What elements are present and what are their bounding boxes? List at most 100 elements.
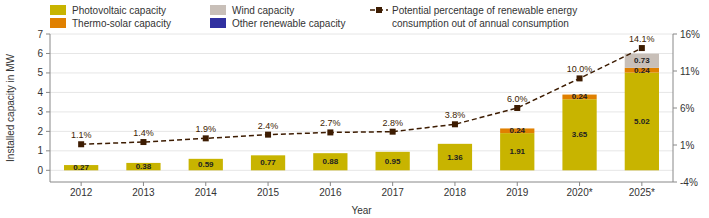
y-tick	[46, 131, 50, 132]
y2-tick-label: 16%	[680, 29, 700, 40]
bar	[438, 143, 472, 144]
x-tick-label: 2017	[382, 187, 405, 198]
legend-swatch	[376, 7, 382, 13]
y-tick	[46, 150, 50, 151]
y-tick-label: 7	[37, 29, 43, 40]
x-tick-label: 2013	[132, 187, 155, 198]
x-tick-label: 2015	[257, 187, 280, 198]
y2-tick-label: 11%	[680, 66, 699, 77]
legend-swatch	[50, 5, 66, 15]
legend-label-line: Wind capacity	[232, 5, 294, 16]
bar	[376, 151, 410, 152]
marker	[639, 45, 645, 51]
y-tick	[46, 170, 50, 171]
bar	[251, 155, 285, 170]
y-tick	[46, 111, 50, 112]
data-label: 0.88	[323, 157, 339, 166]
data-label: 0.24	[634, 66, 650, 75]
data-label: 0.38	[136, 162, 152, 171]
bar-series	[64, 73, 659, 171]
x-tick	[81, 182, 82, 186]
bar	[625, 73, 659, 171]
bar	[562, 99, 596, 170]
marker	[140, 139, 146, 145]
legend-swatch	[50, 18, 66, 28]
bar	[251, 155, 285, 156]
y2-tick	[673, 145, 677, 146]
bar	[376, 151, 410, 152]
y-tick-label: 4	[37, 87, 43, 98]
x-tick	[641, 182, 642, 186]
bar	[438, 143, 472, 144]
x-tick	[454, 182, 455, 186]
legend-label-line: Photovoltaic capacity	[72, 5, 166, 16]
grid-line	[50, 53, 673, 54]
grid	[50, 34, 673, 170]
y2-tick	[673, 108, 677, 109]
bar	[438, 143, 472, 144]
data-label: 0.24	[509, 126, 525, 135]
marker	[78, 141, 84, 147]
chart: 1.1%1.4%1.9%2.4%2.7%2.8%3.8%6.0%10.0%14.…	[0, 0, 709, 218]
data-label: 0.77	[260, 158, 276, 167]
data-label: 0.95	[385, 157, 401, 166]
y2-tick-label: -4%	[680, 177, 698, 188]
y-tick	[46, 72, 50, 73]
y-tick-label: 3	[37, 106, 43, 117]
y2-tick-label: 6%	[680, 103, 695, 114]
data-label: 3.8%	[445, 110, 466, 120]
legend-label-line: Thermo-solar capacity	[72, 18, 171, 29]
line-series	[78, 45, 645, 147]
bar	[313, 153, 347, 154]
bar	[313, 153, 347, 170]
x-tick-label: 2020*	[566, 187, 592, 198]
x-tick-label: 2018	[444, 187, 467, 198]
y2-tick	[673, 34, 677, 35]
legend-label: Wind capacity	[232, 5, 294, 16]
x-tick	[392, 182, 393, 186]
y2-tick	[673, 182, 677, 183]
legend: Photovoltaic capacity Thermo-solar capaci…	[50, 5, 577, 29]
y-tick-label: 5	[37, 67, 43, 78]
data-labels: 1.1%1.4%1.9%2.4%2.7%2.8%3.8%6.0%10.0%14.…	[71, 34, 655, 172]
legend-label-line: Potential percentage of renewable energy	[392, 5, 577, 16]
bar	[438, 144, 472, 170]
legend-label-line: consumption out of annual consumption	[392, 18, 569, 29]
x-tick-label: 2012	[70, 187, 93, 198]
marker	[265, 132, 271, 138]
data-label: 1.9%	[195, 124, 216, 134]
bar	[251, 155, 285, 156]
legend-label: Thermo-solar capacity	[72, 18, 171, 29]
y-tick	[46, 34, 50, 35]
x-tick	[517, 182, 518, 186]
data-label: 10.0%	[567, 64, 593, 74]
data-label: 2.4%	[258, 121, 279, 131]
data-label: 1.1%	[71, 130, 92, 140]
y-axis-label: Installed capacity in MW	[5, 54, 16, 162]
bar	[376, 151, 410, 152]
marker	[390, 129, 396, 135]
data-label: 0.73	[634, 56, 650, 65]
legend-swatch	[210, 5, 226, 15]
bar	[376, 152, 410, 171]
data-label: 0.59	[198, 160, 214, 169]
y2-tick	[673, 71, 677, 72]
legend-label-line: Other renewable capacity	[232, 18, 345, 29]
x-tick	[205, 182, 206, 186]
marker	[514, 105, 520, 111]
marker	[327, 129, 333, 135]
y-tick-label: 0	[37, 165, 43, 176]
legend-label: Photovoltaic capacity	[72, 5, 166, 16]
bar	[189, 159, 223, 170]
data-label: 14.1%	[629, 34, 655, 44]
legend-label: Potential percentage of renewable energy…	[392, 5, 577, 29]
data-label: 2.7%	[320, 118, 341, 128]
marker	[577, 75, 583, 81]
y-tick	[46, 53, 50, 54]
x-tick-label: 2019	[506, 187, 529, 198]
bar	[313, 153, 347, 154]
data-label: 0.27	[73, 163, 89, 172]
data-label: 6.0%	[507, 94, 528, 104]
axes: 01234567-4%1%6%11%16%2012201320142015201…	[37, 29, 700, 199]
bar	[126, 163, 160, 170]
